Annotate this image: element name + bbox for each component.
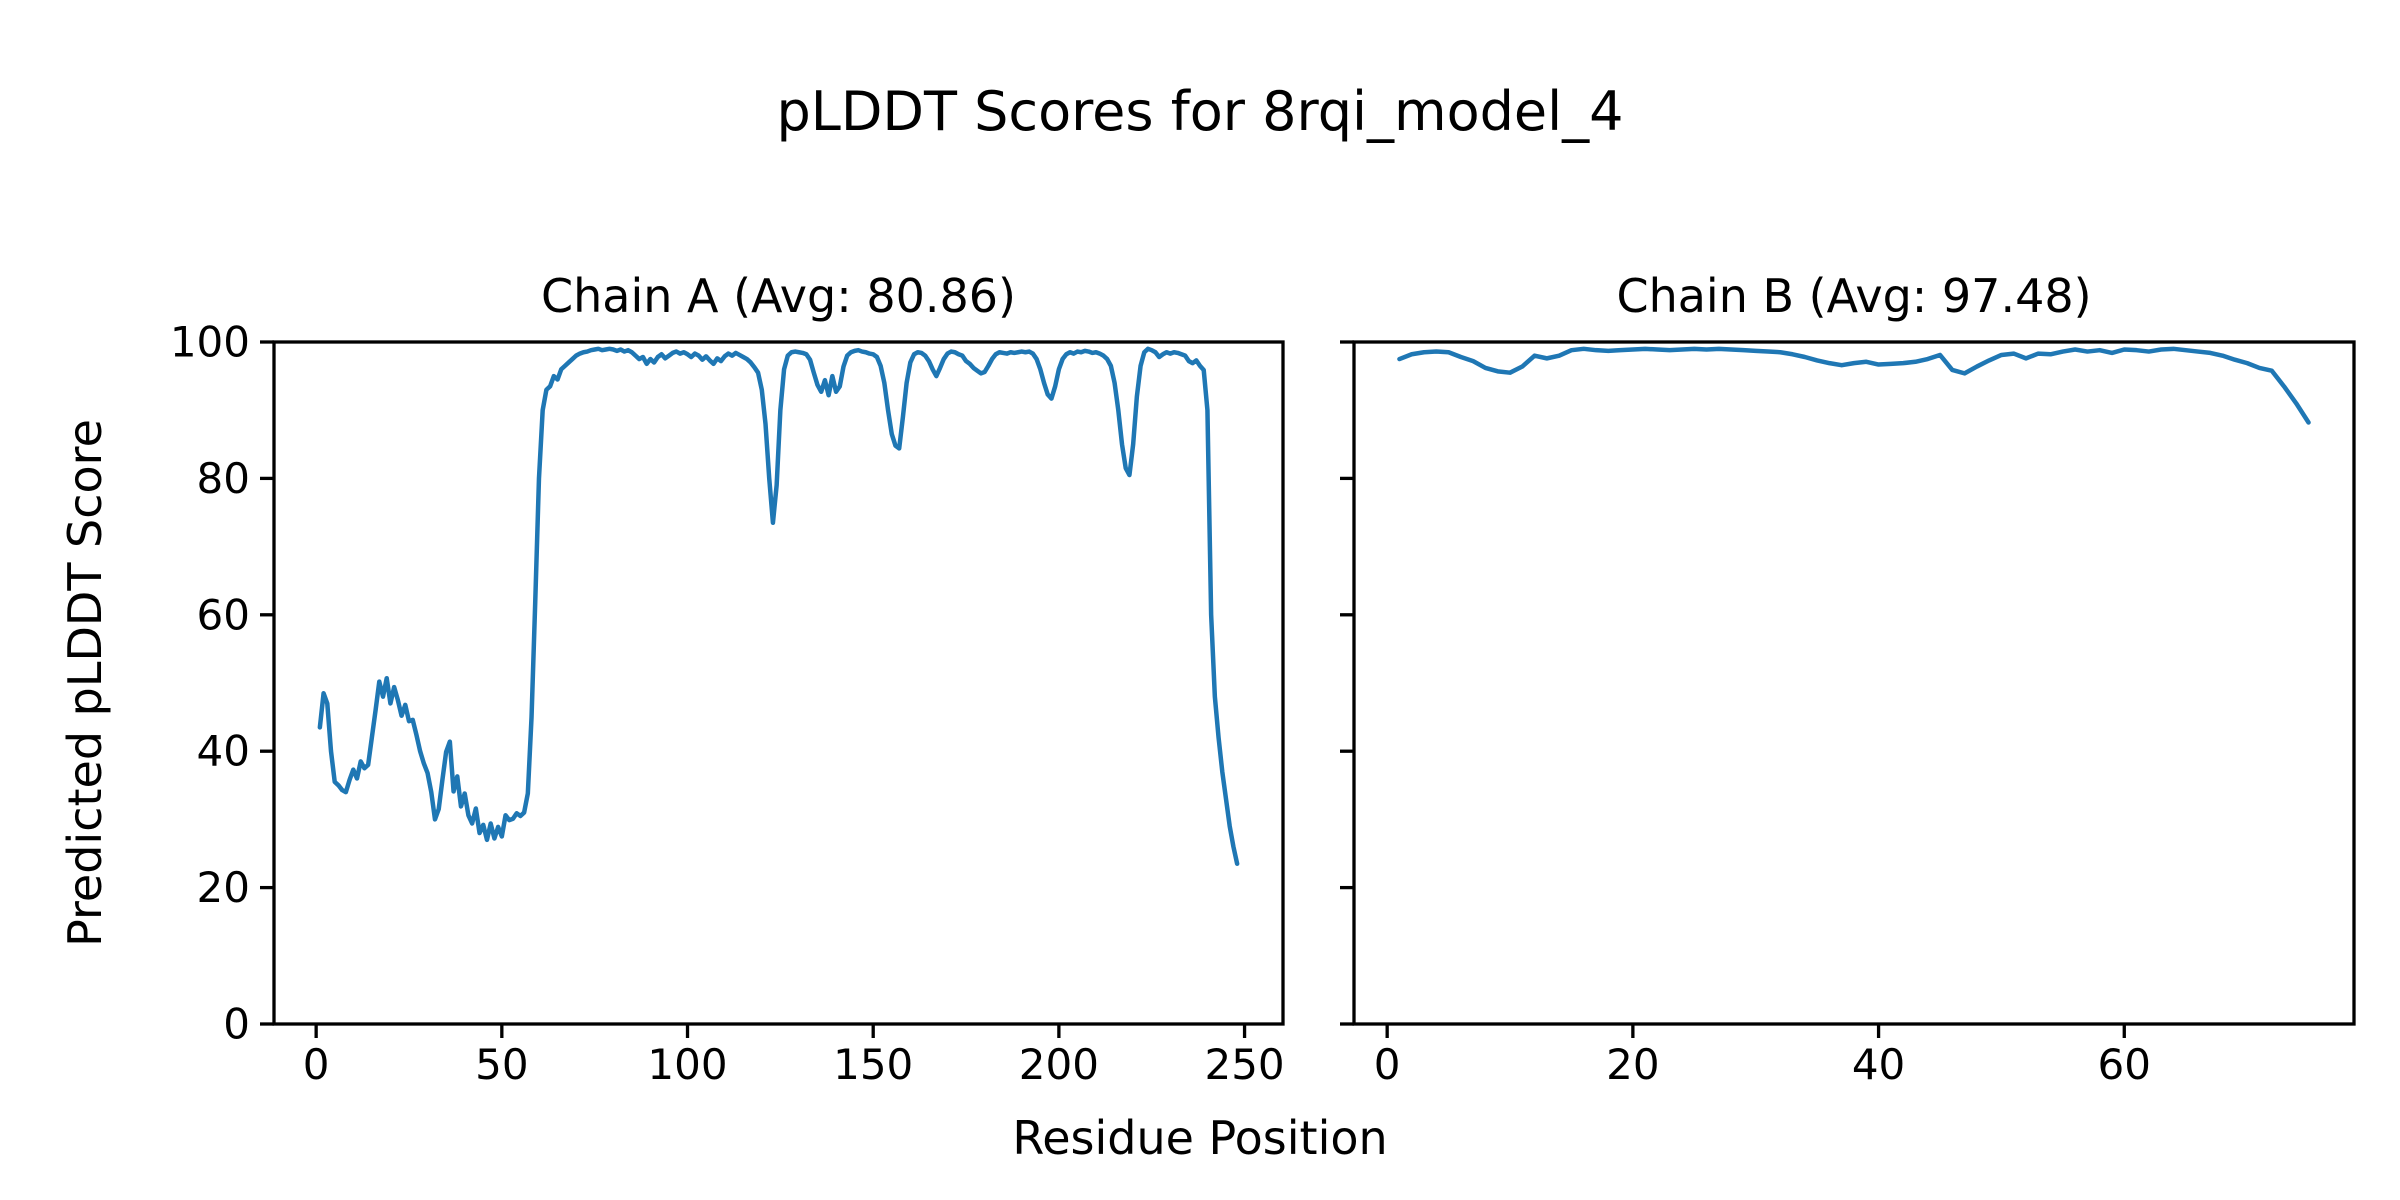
y-tick-label: 60 (197, 590, 250, 639)
x-tick-label: 250 (1204, 1040, 1284, 1089)
y-tick-label: 0 (223, 1000, 250, 1049)
subplot-1: 0 20 40 60 (1340, 340, 2356, 1089)
x-tick-label: 50 (475, 1040, 528, 1089)
x-axis-label: Residue Position (1012, 1111, 1388, 1165)
figure-title: pLDDT Scores for 8rqi_model_4 (776, 80, 1624, 143)
x-tick-label: 100 (647, 1040, 727, 1089)
plot-b-title: Chain B (Avg: 97.48) (1616, 269, 2092, 323)
y-tick-label: 100 (170, 318, 250, 367)
x-tick-label: 60 (2098, 1040, 2151, 1089)
axes-spines (272, 340, 1285, 1026)
x-tick-label: 20 (1606, 1040, 1659, 1089)
y-tick-label: 40 (197, 727, 250, 776)
plddt-line-chain-b (1397, 346, 2311, 425)
plddt-line-chain-a (317, 346, 1240, 866)
x-tick-label: 150 (833, 1040, 913, 1089)
subplot-0: 0 50 100 150 200 250 0 20 40 60 80 100 (170, 318, 1285, 1089)
x-tick-label: 200 (1019, 1040, 1099, 1089)
axes-spines (1352, 340, 2356, 1026)
x-tick-label: 40 (1852, 1040, 1905, 1089)
y-tick-label: 20 (197, 863, 250, 912)
y-tick-label: 80 (197, 454, 250, 503)
x-tick-label: 0 (303, 1040, 330, 1089)
x-tick-label: 0 (1374, 1040, 1401, 1089)
plot-a-title: Chain A (Avg: 80.86) (540, 269, 1016, 323)
